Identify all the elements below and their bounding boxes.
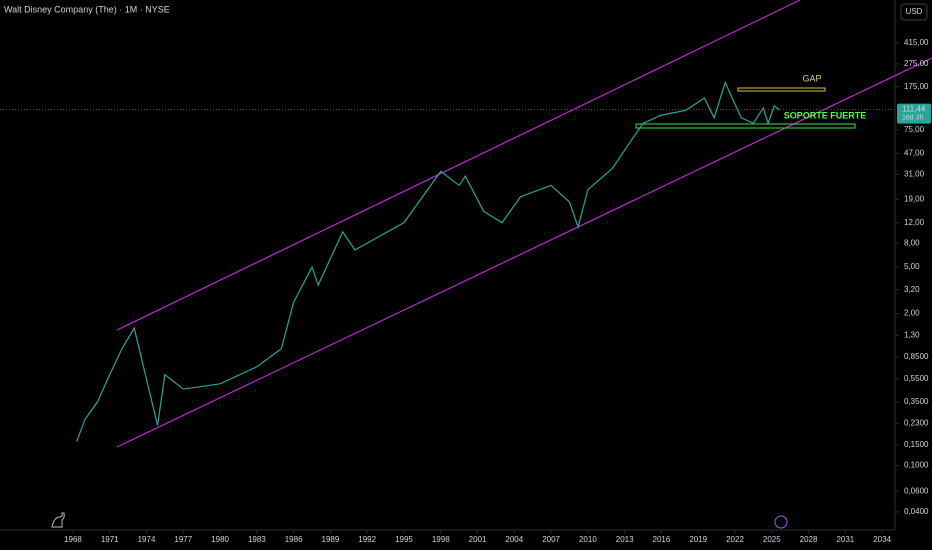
x-tick-label: 1983 (248, 535, 266, 544)
y-tick-label: 0,0400 (904, 507, 929, 516)
gap-box (737, 87, 826, 92)
last-price-badge (897, 103, 931, 124)
channel-upper (116, 0, 801, 331)
x-tick-label: 2025 (763, 535, 781, 544)
x-tick-label: 2001 (469, 535, 487, 544)
countdown-label: 16d 3h (902, 114, 924, 121)
x-tick-label: 1977 (174, 535, 192, 544)
y-tick-label: 0,8500 (904, 352, 929, 361)
x-tick-label: 1992 (358, 535, 376, 544)
x-tick-label: 2022 (726, 535, 744, 544)
y-tick-label: 0,3500 (904, 397, 929, 406)
y-tick-label: 175,00 (904, 82, 929, 91)
y-tick-label: 1,30 (904, 330, 920, 339)
x-tick-label: 1998 (432, 535, 450, 544)
channel-lower (116, 57, 932, 448)
gap-label: GAP (802, 73, 821, 83)
x-tick-label: 2019 (689, 535, 707, 544)
y-tick-label: 0,5500 (904, 374, 929, 383)
y-tick-label: 0,1000 (904, 461, 929, 470)
y-tick-label: 0,1500 (904, 440, 929, 449)
x-tick-label: 1995 (395, 535, 413, 544)
x-tick-label: 1971 (101, 535, 119, 544)
x-tick-label: 2013 (616, 535, 634, 544)
currency-button[interactable] (900, 3, 928, 21)
x-tick-label: 1986 (285, 535, 303, 544)
y-tick-label: 3,20 (904, 285, 920, 294)
logo (51, 512, 65, 528)
x-tick-label: 1989 (322, 535, 340, 544)
currency-label: USD (906, 7, 923, 16)
y-tick-label: 75,00 (904, 125, 925, 134)
last-price-label: 111,44 (902, 105, 926, 114)
x-tick-label: 1968 (64, 535, 82, 544)
y-tick-label: 12,00 (904, 218, 925, 227)
y-tick-label: 2,00 (904, 309, 920, 318)
events-icon[interactable] (774, 515, 788, 529)
x-tick-label: 2034 (873, 535, 891, 544)
y-tick-label: 5,00 (904, 262, 920, 271)
support-label: SOPORTE FUERTE (784, 110, 867, 120)
x-tick-label: 2028 (800, 535, 818, 544)
y-tick-label: 31,00 (904, 170, 925, 179)
chart-title: Walt Disney Company (The) · 1M · NYSE (4, 4, 170, 14)
y-tick-label: 47,00 (904, 149, 925, 158)
price-line (76, 80, 780, 442)
y-tick-label: 0,2300 (904, 418, 929, 427)
y-tick-label: 415,00 (904, 38, 929, 47)
x-tick-label: 1980 (211, 535, 229, 544)
x-tick-label: 2007 (542, 535, 560, 544)
x-tick-label: 2010 (579, 535, 597, 544)
y-tick-label: 275,00 (904, 59, 929, 68)
support-box (635, 123, 856, 129)
y-tick-label: 8,00 (904, 238, 920, 247)
x-tick-label: 2004 (505, 535, 523, 544)
x-tick-label: 2016 (653, 535, 671, 544)
x-tick-label: 2031 (836, 535, 854, 544)
y-tick-label: 0,0600 (904, 486, 929, 495)
y-tick-label: 19,00 (904, 194, 925, 203)
x-tick-label: 1974 (138, 535, 156, 544)
